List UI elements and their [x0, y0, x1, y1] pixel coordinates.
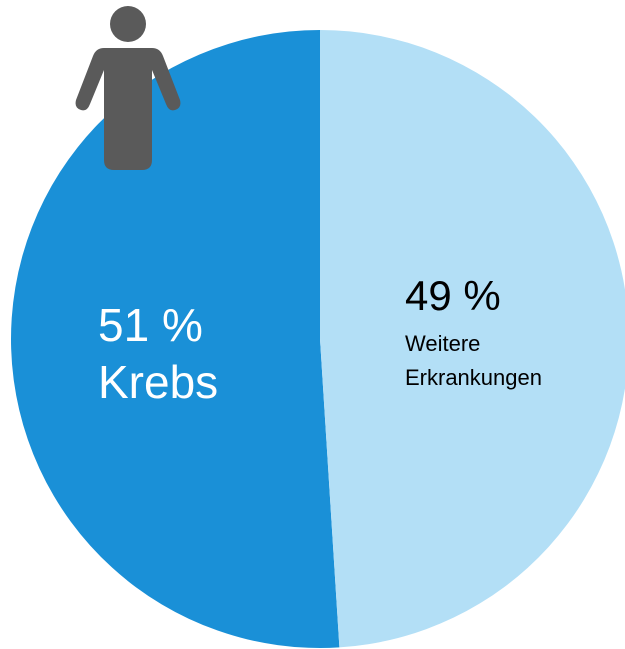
person-icon	[75, 6, 181, 170]
category-label: Weitere Erkrankungen	[405, 331, 542, 391]
pie-slice	[320, 30, 625, 648]
slice-label: 51 % Krebs	[98, 300, 318, 407]
value-label: 51 %	[98, 299, 203, 351]
slice-label: 49 % Weitere Erkrankungen	[405, 272, 605, 395]
icon-head	[110, 6, 146, 42]
category-label: Krebs	[98, 355, 219, 408]
pie	[11, 30, 625, 648]
value-label: 49 %	[405, 272, 501, 319]
icon-body	[75, 48, 181, 170]
pie-slice	[11, 30, 340, 648]
